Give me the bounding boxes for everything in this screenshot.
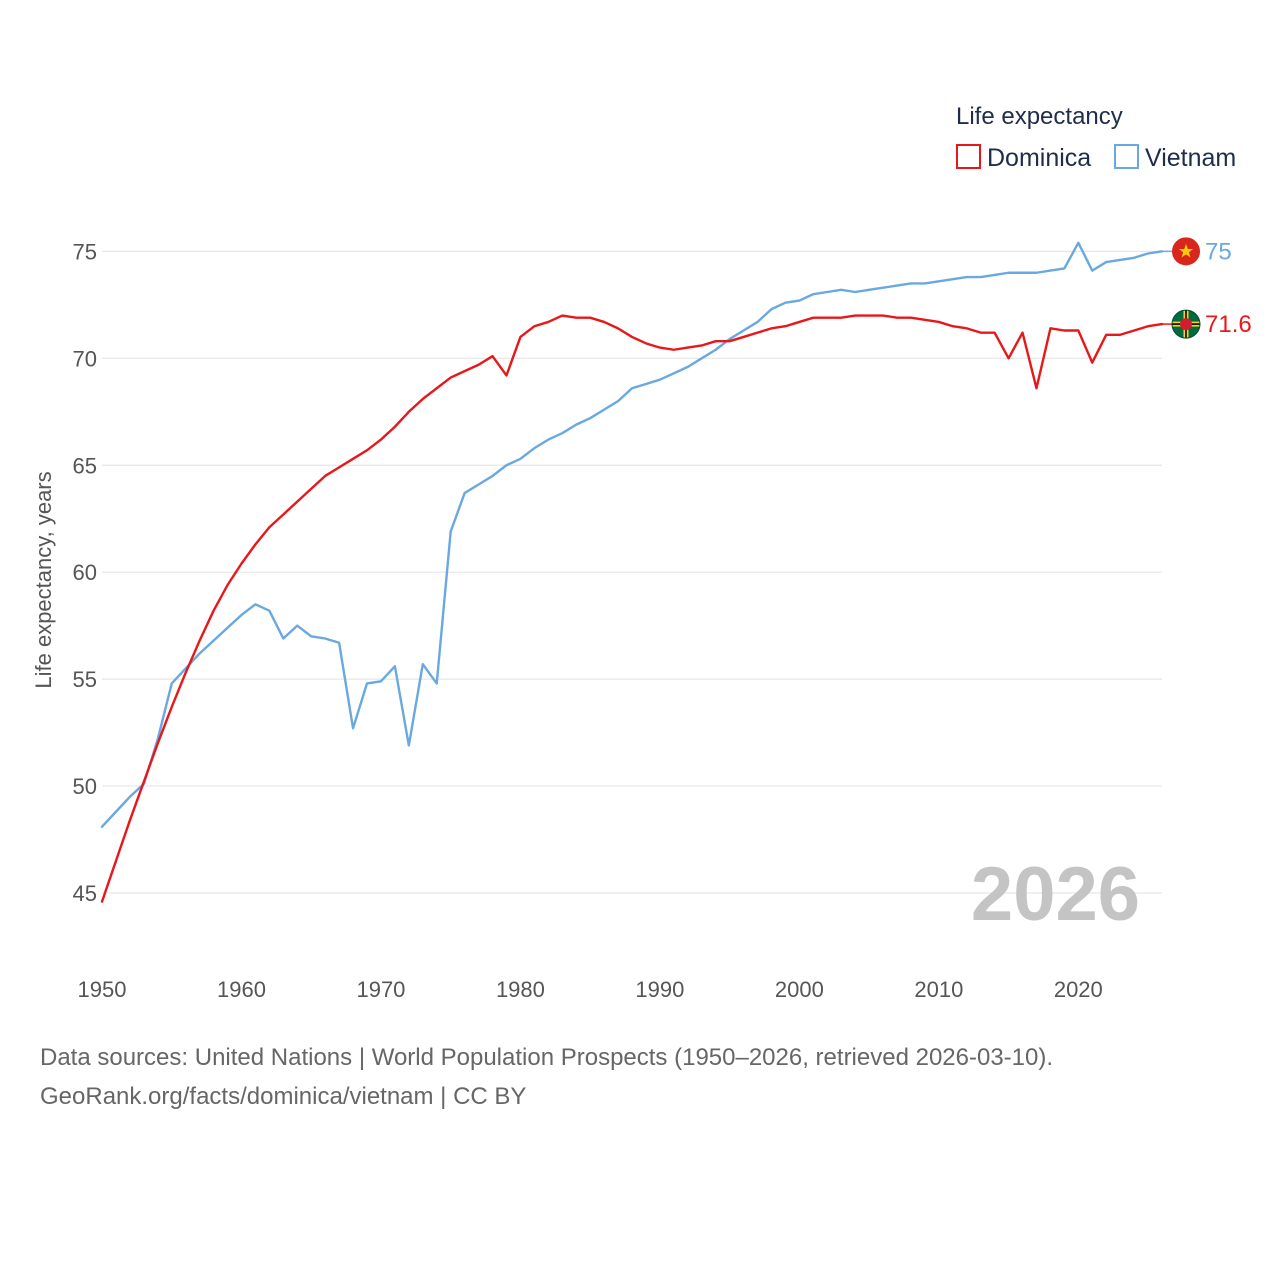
- x-tick-label-1950: 1950: [78, 977, 127, 1002]
- year-label: 2026: [971, 852, 1140, 937]
- x-tick-label-1980: 1980: [496, 977, 545, 1002]
- y-tick-label-75: 75: [73, 239, 97, 264]
- x-tick-label-2010: 2010: [914, 977, 963, 1002]
- series-lines: [100, 241, 1164, 903]
- y-axis-ticks: 45 50 55 60 65 70 75: [73, 239, 97, 906]
- dominica-flag-icon: [1162, 309, 1201, 339]
- y-tick-label-50: 50: [73, 774, 97, 799]
- gridlines: [102, 250, 1162, 894]
- legend-label-vietnam: Vietnam: [1145, 144, 1236, 172]
- legend-swatch-vietnam: [1114, 144, 1139, 169]
- y-tick-label-55: 55: [73, 667, 97, 692]
- end-value-label-vietnam: 75: [1205, 238, 1232, 265]
- y-tick-label-70: 70: [73, 346, 97, 371]
- series-line-dominica: [100, 314, 1164, 903]
- series-line-vietnam: [100, 241, 1164, 828]
- x-tick-label-1960: 1960: [217, 977, 266, 1002]
- legend: Life expectancy Dominica Vietnam: [956, 103, 1236, 172]
- x-tick-label-1970: 1970: [356, 977, 405, 1002]
- legend-item-vietnam[interactable]: Vietnam: [1114, 144, 1236, 172]
- legend-label-dominica: Dominica: [987, 144, 1091, 172]
- y-tick-label-45: 45: [73, 881, 97, 906]
- x-axis-ticks: 1950 1960 1970 1980 1990 2000 2010 2020: [78, 977, 1103, 1002]
- y-tick-label-65: 65: [73, 453, 97, 478]
- x-tick-label-2000: 2000: [775, 977, 824, 1002]
- data-sources-note: Data sources: United Nations | World Pop…: [40, 1044, 1054, 1071]
- y-tick-label-60: 60: [73, 560, 97, 585]
- y-axis-label: Life expectancy, years: [31, 471, 56, 688]
- x-tick-label-1990: 1990: [635, 977, 684, 1002]
- legend-item-dominica[interactable]: Dominica: [956, 144, 1091, 172]
- x-tick-label-2020: 2020: [1054, 977, 1103, 1002]
- vietnam-flag-icon: [1162, 237, 1200, 266]
- series-end-markers: 75 71.6: [1162, 237, 1252, 339]
- legend-swatch-dominica: [956, 144, 981, 169]
- legend-title: Life expectancy: [956, 103, 1123, 130]
- source-link[interactable]: GeoRank.org/facts/dominica/vietnam | CC …: [40, 1083, 527, 1110]
- end-value-label-dominica: 71.6: [1205, 311, 1252, 338]
